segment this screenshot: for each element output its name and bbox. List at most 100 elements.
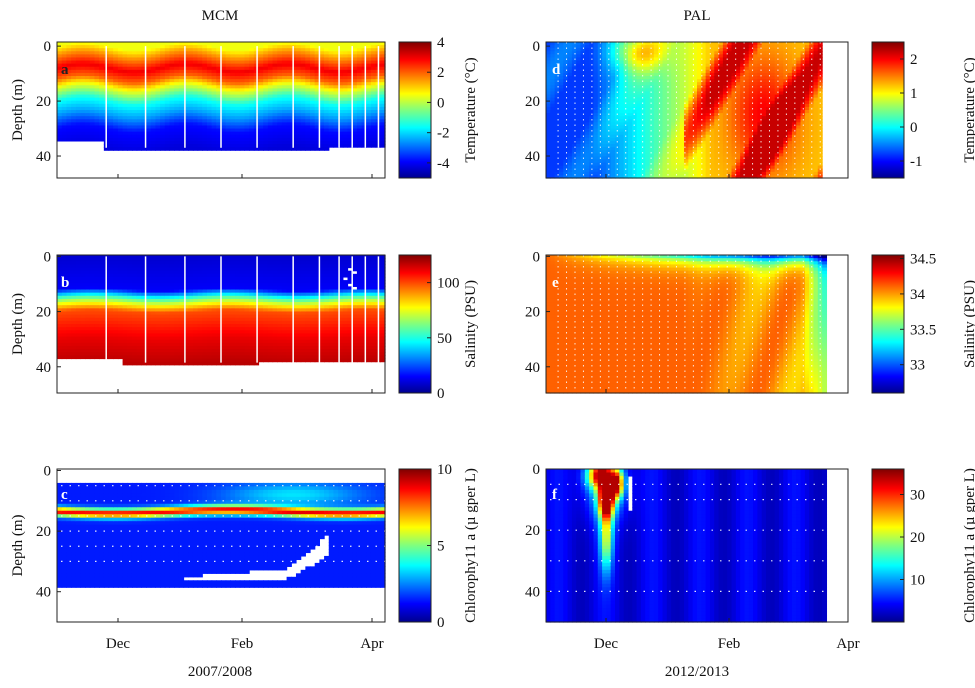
heatmap-cell bbox=[62, 138, 67, 142]
heatmap-cell bbox=[282, 359, 287, 363]
heatmap-cell bbox=[343, 359, 348, 363]
heatmap-cell bbox=[57, 138, 62, 142]
heatmap-cell bbox=[71, 580, 76, 584]
heatmap-cell bbox=[57, 507, 62, 511]
heatmap-cell bbox=[62, 525, 67, 529]
colorbar-label: Temperature (°C) bbox=[463, 57, 479, 162]
colorbar: 100500Salinity (PSU) bbox=[399, 255, 479, 402]
heatmap-cell bbox=[71, 563, 76, 567]
heatmap-cell bbox=[212, 147, 217, 151]
heatmap-cell bbox=[71, 525, 76, 529]
heatmap-cell bbox=[371, 359, 376, 363]
heatmap-cell bbox=[137, 147, 142, 151]
heatmap-cell bbox=[287, 359, 292, 363]
heatmap-cell bbox=[62, 584, 67, 588]
heatmap-cell bbox=[132, 362, 137, 366]
heatmap-cell bbox=[324, 359, 329, 363]
heatmap-cell bbox=[71, 542, 76, 546]
heatmap-cell bbox=[57, 521, 62, 525]
y-tick-label: 20 bbox=[36, 94, 51, 110]
heatmap-cell bbox=[357, 359, 362, 363]
heatmap-cell bbox=[57, 518, 62, 522]
heatmap-cell bbox=[296, 359, 301, 363]
heatmap-cell bbox=[127, 362, 132, 366]
colorbar-tick-label: 0 bbox=[437, 95, 445, 111]
panel-letter: a bbox=[61, 62, 69, 78]
heatmap-cell bbox=[76, 490, 81, 494]
heatmap-cell bbox=[66, 566, 71, 570]
heatmap-cell bbox=[198, 362, 203, 366]
heatmap-cell bbox=[66, 556, 71, 560]
heatmap-cell bbox=[71, 584, 76, 588]
heatmap-cell bbox=[71, 355, 76, 359]
heatmap-cell bbox=[62, 532, 67, 536]
heatmap-cell bbox=[57, 532, 62, 536]
heatmap-cell bbox=[66, 504, 71, 508]
heatmap-cell bbox=[343, 144, 348, 148]
colorbar-gradient bbox=[399, 255, 431, 393]
heatmap-cell bbox=[151, 147, 156, 151]
heatmap-cell bbox=[71, 539, 76, 543]
heatmap-cell bbox=[160, 362, 165, 366]
heatmap-cell bbox=[249, 147, 254, 151]
heatmap-cell bbox=[71, 556, 76, 560]
heatmap-cell bbox=[71, 493, 76, 497]
heatmap-cell bbox=[71, 507, 76, 511]
heatmap-cell bbox=[291, 359, 296, 363]
heatmap-cell bbox=[305, 147, 310, 151]
heatmap-cell bbox=[99, 355, 104, 359]
heatmap-cell bbox=[71, 532, 76, 536]
heatmap-cell bbox=[62, 570, 67, 574]
heatmap-cell bbox=[268, 147, 273, 151]
heatmap-cell bbox=[66, 580, 71, 584]
heatmap-cell bbox=[202, 147, 207, 151]
heatmap-cell bbox=[62, 556, 67, 560]
heatmap-cell bbox=[352, 283, 357, 287]
heatmap-cell bbox=[352, 359, 357, 363]
colorbar-tick-label: 100 bbox=[437, 276, 460, 292]
heatmap-cell bbox=[146, 362, 151, 366]
heatmap-cell bbox=[71, 497, 76, 501]
heatmap-cell bbox=[366, 359, 371, 363]
heatmap-cell bbox=[137, 362, 142, 366]
colorbar-label: Salinity (PSU) bbox=[463, 280, 479, 368]
heatmap-cell bbox=[71, 138, 76, 142]
colorbar-gradient bbox=[399, 42, 431, 178]
x-period-label-right: 2012/2013 bbox=[665, 664, 729, 680]
heatmap-cell bbox=[118, 147, 123, 151]
heatmap-cell bbox=[146, 147, 151, 151]
heatmap-cell bbox=[226, 147, 231, 151]
heatmap-cell bbox=[71, 546, 76, 550]
heatmap-cell bbox=[296, 147, 301, 151]
heatmap-cell bbox=[66, 570, 71, 574]
heatmap-cell bbox=[57, 573, 62, 577]
heatmap-cell bbox=[324, 147, 329, 151]
heatmap-cell bbox=[66, 584, 71, 588]
heatmap-cell bbox=[179, 147, 184, 151]
heatmap-cell bbox=[287, 147, 292, 151]
panel-letter: b bbox=[61, 275, 69, 291]
heatmap-cell bbox=[174, 147, 179, 151]
heatmap-cell bbox=[202, 362, 207, 366]
panel-c: 02040DecFebAprDepth (m)c1050Chlorophy11 … bbox=[10, 462, 479, 652]
heatmap-cell bbox=[71, 549, 76, 553]
heatmap-cell bbox=[62, 552, 67, 556]
heatmap-cell bbox=[310, 147, 315, 151]
heatmap-cell bbox=[57, 556, 62, 560]
heatmap-cell bbox=[179, 362, 184, 366]
heatmap-cell bbox=[329, 144, 334, 148]
heatmap-cell bbox=[291, 147, 296, 151]
heatmap-cell bbox=[244, 147, 249, 151]
column-title-mcm: MCM bbox=[202, 8, 239, 24]
heatmap-cell bbox=[90, 355, 95, 359]
column-title-pal: PAL bbox=[684, 8, 711, 24]
heatmap-cell bbox=[230, 147, 235, 151]
heatmap-cell bbox=[319, 359, 324, 363]
heatmap-cell bbox=[258, 147, 263, 151]
heatmap-cell bbox=[66, 535, 71, 539]
heatmap-cell bbox=[71, 514, 76, 518]
heatmap-cell bbox=[66, 507, 71, 511]
heatmap-cell bbox=[80, 355, 85, 359]
heatmap-cell bbox=[371, 144, 376, 148]
